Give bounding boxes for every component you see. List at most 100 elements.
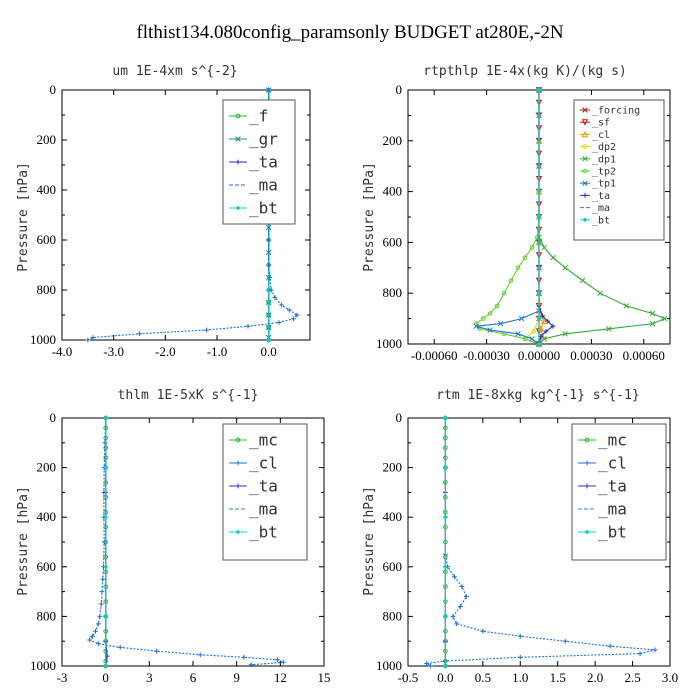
legend-item: _ma xyxy=(229,176,278,195)
x-tick-label: -4.0 xyxy=(52,344,73,359)
data-point xyxy=(279,302,284,308)
data-point xyxy=(443,465,448,470)
x-tick-label: 0.00030 xyxy=(570,348,612,363)
legend: _forcing_sf_cl_dp2_dp1 _tp2_tp1_ta_ma_bt xyxy=(573,99,665,241)
figure-title: flthist134.080config_paramsonly BUDGET a… xyxy=(136,22,563,43)
data-point xyxy=(545,318,551,324)
data-point xyxy=(584,529,590,535)
y-axis-label: Pressure [hPa] xyxy=(16,162,31,272)
data-point xyxy=(463,594,469,599)
data-point xyxy=(275,657,280,663)
data-point xyxy=(450,614,456,619)
legend-label: _bt xyxy=(249,523,278,542)
data-point xyxy=(536,138,542,144)
data-point xyxy=(562,331,568,337)
data-point xyxy=(517,633,523,639)
y-tick-label: 1000 xyxy=(376,336,402,351)
data-point xyxy=(454,621,460,627)
data-point xyxy=(541,244,547,251)
legend-item: _bt xyxy=(580,215,610,226)
data-point xyxy=(543,328,549,334)
series-bt xyxy=(443,415,448,669)
legend-label: _tp1 xyxy=(592,179,616,190)
data-point xyxy=(102,440,108,446)
panel-title: rtm 1E-8xkg kg^{-1} s^{-1} xyxy=(436,388,640,403)
legend-label: _sf xyxy=(592,118,610,129)
y-tick-label: 600 xyxy=(37,232,57,247)
legend-item: _sf xyxy=(580,118,610,129)
data-point xyxy=(582,168,588,174)
data-point xyxy=(266,337,272,343)
data-point xyxy=(443,663,448,669)
data-point xyxy=(424,661,430,666)
legend-item: _cl xyxy=(229,454,278,473)
legend-item: _tp2 xyxy=(580,167,616,178)
data-point xyxy=(623,303,630,309)
data-point xyxy=(204,327,210,333)
data-point xyxy=(536,316,542,321)
legend-label: _gr xyxy=(249,130,278,149)
x-tick-label: -1.0 xyxy=(207,344,228,359)
x-tick-label: 2.0 xyxy=(587,670,603,685)
legend-label: _ta xyxy=(249,153,278,172)
y-tick-label: 200 xyxy=(37,132,57,147)
series-bt xyxy=(103,415,109,669)
x-tick-label: 0.5 xyxy=(475,670,491,685)
y-axis-label: Pressure [hPa] xyxy=(16,486,31,596)
data-point xyxy=(662,315,668,322)
panel-title: um 1E-4xm s^{-2} xyxy=(112,64,237,79)
data-point xyxy=(517,654,523,660)
data-point xyxy=(235,205,241,211)
data-point xyxy=(97,614,103,619)
data-point xyxy=(452,574,457,580)
y-axis-label: Pressure [hPa] xyxy=(362,486,377,596)
x-tick-label: 3 xyxy=(146,670,153,685)
legend-label: _mc xyxy=(598,431,627,450)
data-point xyxy=(443,614,448,619)
data-point xyxy=(197,652,203,658)
data-point xyxy=(487,311,493,316)
data-point xyxy=(103,663,109,669)
data-point xyxy=(606,326,612,332)
y-tick-label: 600 xyxy=(37,559,57,574)
legend-label: _cl xyxy=(249,454,278,473)
y-axis-label: Pressure [hPa] xyxy=(362,162,377,272)
data-point xyxy=(522,336,528,342)
series-line xyxy=(475,90,540,345)
data-point xyxy=(480,316,486,321)
data-point xyxy=(103,564,109,570)
x-tick-label: 0.00060 xyxy=(623,348,665,363)
y-tick-label: 400 xyxy=(383,184,403,199)
data-point xyxy=(515,331,521,337)
y-tick-label: 800 xyxy=(383,285,403,300)
legend-item: _ma xyxy=(580,203,610,214)
data-point xyxy=(266,287,272,293)
panel-um: um 1E-4xm s^{-2} Pressure [hPa] 0 200 400 6… xyxy=(16,64,311,359)
legend-label: _ta xyxy=(598,477,627,496)
data-point xyxy=(103,614,109,619)
y-tick-label: 200 xyxy=(37,460,57,475)
data-point xyxy=(473,321,479,326)
x-tick-label: 6 xyxy=(190,670,197,685)
legend-item: _dp2 xyxy=(580,142,616,153)
y-tick-label: 0 xyxy=(50,82,57,97)
legend-box xyxy=(222,423,308,561)
data-point xyxy=(280,659,286,665)
data-point xyxy=(649,310,656,317)
data-point xyxy=(103,514,109,520)
data-point xyxy=(550,323,556,329)
data-point xyxy=(497,320,504,327)
x-tick-label: -3.0 xyxy=(103,344,124,359)
data-point xyxy=(582,156,588,162)
legend-label: _dp1 xyxy=(592,154,616,165)
data-point xyxy=(582,107,588,113)
data-point xyxy=(276,320,282,325)
legend-label: _forcing xyxy=(592,106,640,117)
x-tick-label: 1.5 xyxy=(550,670,566,685)
x-tick-label: 15 xyxy=(318,670,331,685)
data-point xyxy=(235,437,241,443)
data-point xyxy=(536,240,542,245)
legend-label: _ma xyxy=(249,176,278,195)
data-point xyxy=(494,303,500,309)
data-point xyxy=(529,245,535,250)
